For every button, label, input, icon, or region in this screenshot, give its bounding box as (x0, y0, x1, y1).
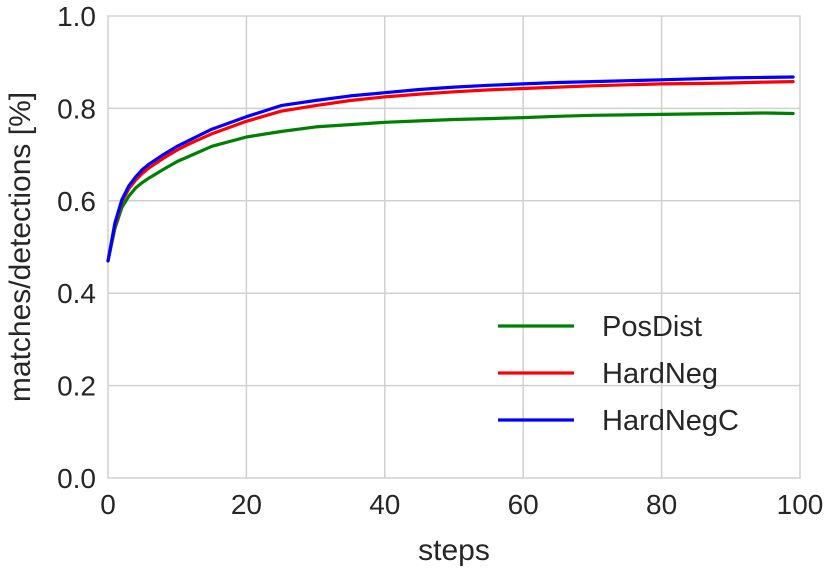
y-axis-label: matches/detections [%] (4, 92, 37, 402)
x-tick-label: 0 (100, 489, 116, 520)
series-lines (106, 75, 795, 263)
x-tick-label: 60 (508, 489, 539, 520)
x-tick-label: 40 (369, 489, 400, 520)
y-tick-label: 0.4 (57, 278, 96, 309)
plot-frame (107, 15, 801, 479)
y-tick-label: 1.0 (57, 1, 96, 32)
x-tick-label: 20 (231, 489, 262, 520)
legend-label-hardneg: HardNeg (602, 358, 718, 390)
x-tick-label: 80 (646, 489, 677, 520)
y-tick-label: 0.8 (57, 93, 96, 124)
series-line-posdist (106, 111, 795, 263)
y-tick-label: 0.2 (57, 371, 96, 402)
y-tick-labels: 0.0 0.2 0.4 0.6 0.8 1.0 (57, 1, 96, 494)
legend: PosDist HardNeg HardNegC (498, 311, 739, 437)
legend-label-posdist: PosDist (602, 311, 702, 343)
series-line-hardnegc (106, 75, 795, 263)
legend-label-hardnegc: HardNegC (602, 405, 739, 437)
x-axis-label: steps (418, 534, 490, 567)
x-tick-labels: 0 20 40 60 80 100 (100, 489, 823, 520)
y-tick-label: 0.0 (57, 463, 96, 494)
x-tick-label: 100 (777, 489, 824, 520)
y-tick-label: 0.6 (57, 186, 96, 217)
series-line-hardneg (106, 79, 795, 263)
